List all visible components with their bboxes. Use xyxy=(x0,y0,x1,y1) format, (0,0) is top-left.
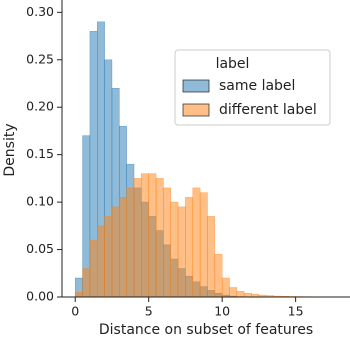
y-tick-label: 0.05 xyxy=(26,241,54,256)
bar xyxy=(119,197,127,298)
bar xyxy=(148,173,157,298)
bar xyxy=(207,216,216,298)
y-tick-label: 0.15 xyxy=(26,146,54,161)
legend-swatch xyxy=(182,103,210,117)
legend-label: same label xyxy=(219,78,295,94)
bar xyxy=(229,287,238,298)
y-tick-label: 0.25 xyxy=(26,51,54,66)
y-tick-label: 0.00 xyxy=(26,289,54,304)
x-tick-label: 0 xyxy=(71,304,79,319)
x-axis-label: Distance on subset of features xyxy=(99,322,313,338)
y-axis-label: Density xyxy=(2,123,18,176)
bar xyxy=(163,187,171,298)
bar xyxy=(155,178,164,298)
bar xyxy=(111,206,120,298)
bar xyxy=(141,173,149,298)
y-tick-label: 0.10 xyxy=(26,194,54,209)
bar xyxy=(133,178,142,298)
bar xyxy=(104,216,113,298)
x-tick-label: 5 xyxy=(145,304,153,319)
legend-title: label xyxy=(216,56,250,72)
legend-label: different label xyxy=(219,102,317,118)
bar xyxy=(74,292,83,298)
bar xyxy=(126,187,135,298)
x-tick-label: 15 xyxy=(288,304,304,319)
bar xyxy=(214,254,223,298)
bar xyxy=(192,187,201,298)
bar xyxy=(199,192,208,298)
y-tick-label: 0.20 xyxy=(26,99,54,114)
bar xyxy=(185,197,194,298)
bar xyxy=(170,201,179,298)
legend-box xyxy=(174,49,331,126)
bar xyxy=(82,268,91,298)
x-tick-label: 10 xyxy=(214,304,230,319)
bar xyxy=(243,292,252,298)
bar xyxy=(221,277,230,298)
bar xyxy=(97,225,105,298)
y-tick-label: 0.30 xyxy=(26,4,54,19)
bar xyxy=(236,291,245,298)
legend-swatch xyxy=(182,79,210,93)
bar xyxy=(89,239,98,298)
bar xyxy=(177,206,186,298)
